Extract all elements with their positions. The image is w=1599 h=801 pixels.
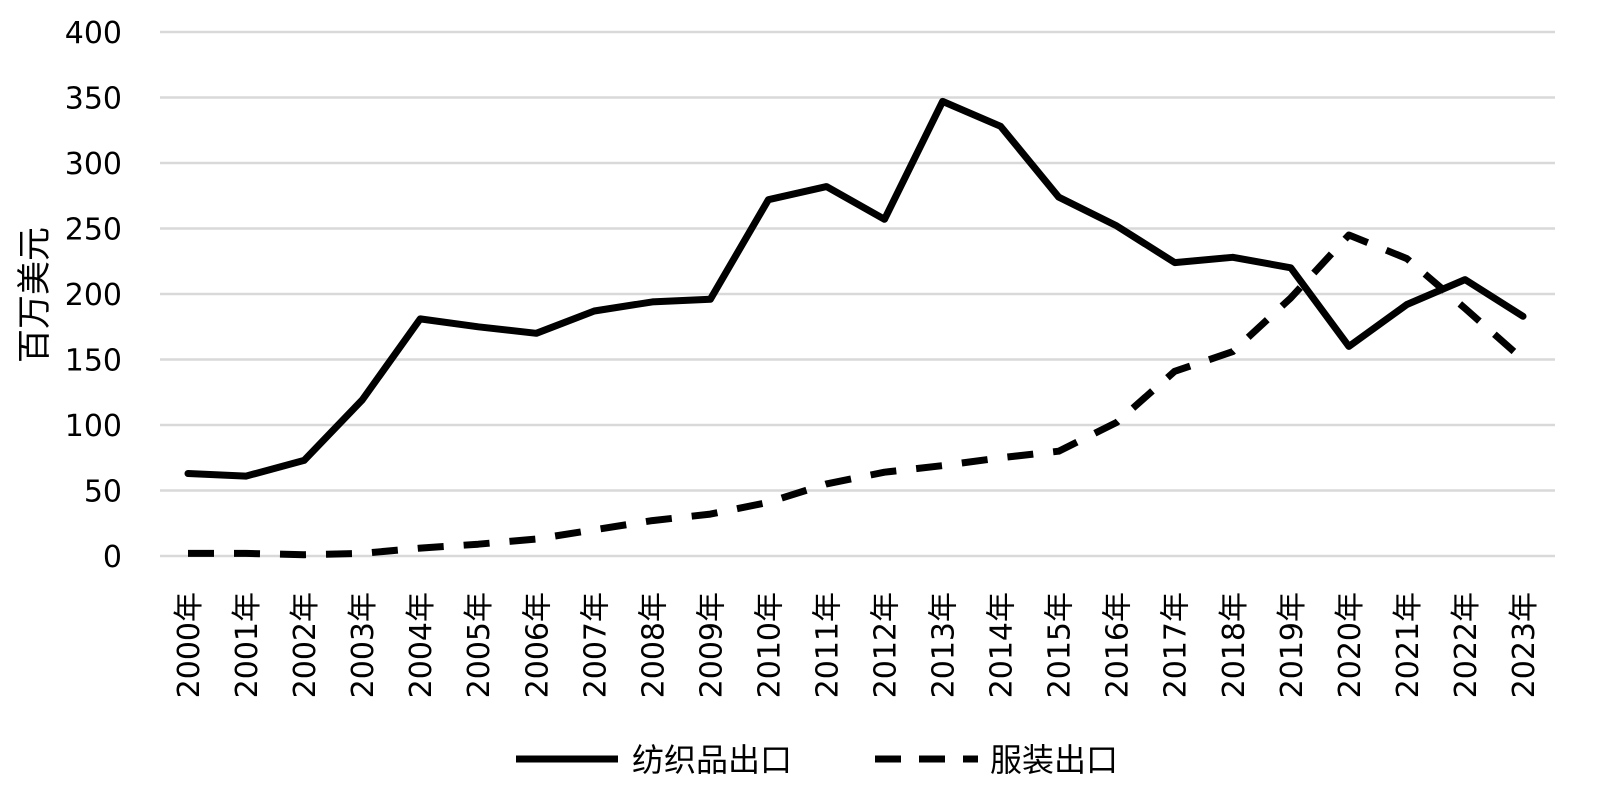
y-axis-title: 百万美元 <box>15 227 55 363</box>
x-tick-label: 2016年 <box>1101 592 1136 698</box>
x-tick-label: 2009年 <box>694 592 729 698</box>
x-tick-label: 2008年 <box>636 592 671 698</box>
gridlines <box>160 30 1555 558</box>
y-tick-label: 200 <box>65 278 122 313</box>
y-axis-ticks: 0 50 100 150 200 250 300 350 400 <box>65 16 122 575</box>
y-tick-label: 0 <box>103 540 122 575</box>
x-tick-label: 2019年 <box>1275 592 1310 698</box>
x-tick-label: 2004年 <box>404 592 439 698</box>
y-tick-label: 50 <box>84 475 122 510</box>
y-tick-label: 250 <box>65 213 122 248</box>
legend-label: 纺织品出口 <box>632 741 792 779</box>
x-tick-label: 2020年 <box>1333 592 1368 698</box>
series-line-textile <box>184 97 1527 480</box>
x-tick-label: 2021年 <box>1391 592 1426 698</box>
y-tick-label: 300 <box>65 147 122 182</box>
x-tick-label: 2018年 <box>1217 592 1252 698</box>
x-tick-label: 2005年 <box>462 592 497 698</box>
x-tick-label: 2006年 <box>520 592 555 698</box>
x-tick-label: 2023年 <box>1507 592 1542 698</box>
x-tick-label: 2000年 <box>172 592 207 698</box>
series-line-apparel <box>188 231 1526 559</box>
x-axis-ticks: 2000年 2001年 2002年 2003年 2004年 2005年 2006年 2007年… <box>172 592 1542 698</box>
x-tick-label: 2003年 <box>346 592 381 698</box>
legend-label: 服装出口 <box>990 741 1118 779</box>
y-tick-label: 350 <box>65 82 122 117</box>
x-tick-label: 2022年 <box>1449 592 1484 698</box>
x-tick-label: 2017年 <box>1159 592 1194 698</box>
x-tick-label: 2014年 <box>985 592 1020 698</box>
series-lines <box>184 97 1527 559</box>
x-tick-label: 2010年 <box>752 592 787 698</box>
y-tick-label: 150 <box>65 344 122 379</box>
y-tick-label: 400 <box>65 16 122 51</box>
legend: 纺织品出口 服装出口 <box>516 741 1118 779</box>
x-tick-label: 2007年 <box>578 592 613 698</box>
x-tick-label: 2012年 <box>869 592 904 698</box>
x-tick-label: 2001年 <box>230 592 265 698</box>
x-tick-label: 2013年 <box>927 592 962 698</box>
x-tick-label: 2002年 <box>288 592 323 698</box>
x-tick-label: 2015年 <box>1043 592 1078 698</box>
x-tick-label: 2011年 <box>810 592 845 698</box>
y-tick-label: 100 <box>65 409 122 444</box>
